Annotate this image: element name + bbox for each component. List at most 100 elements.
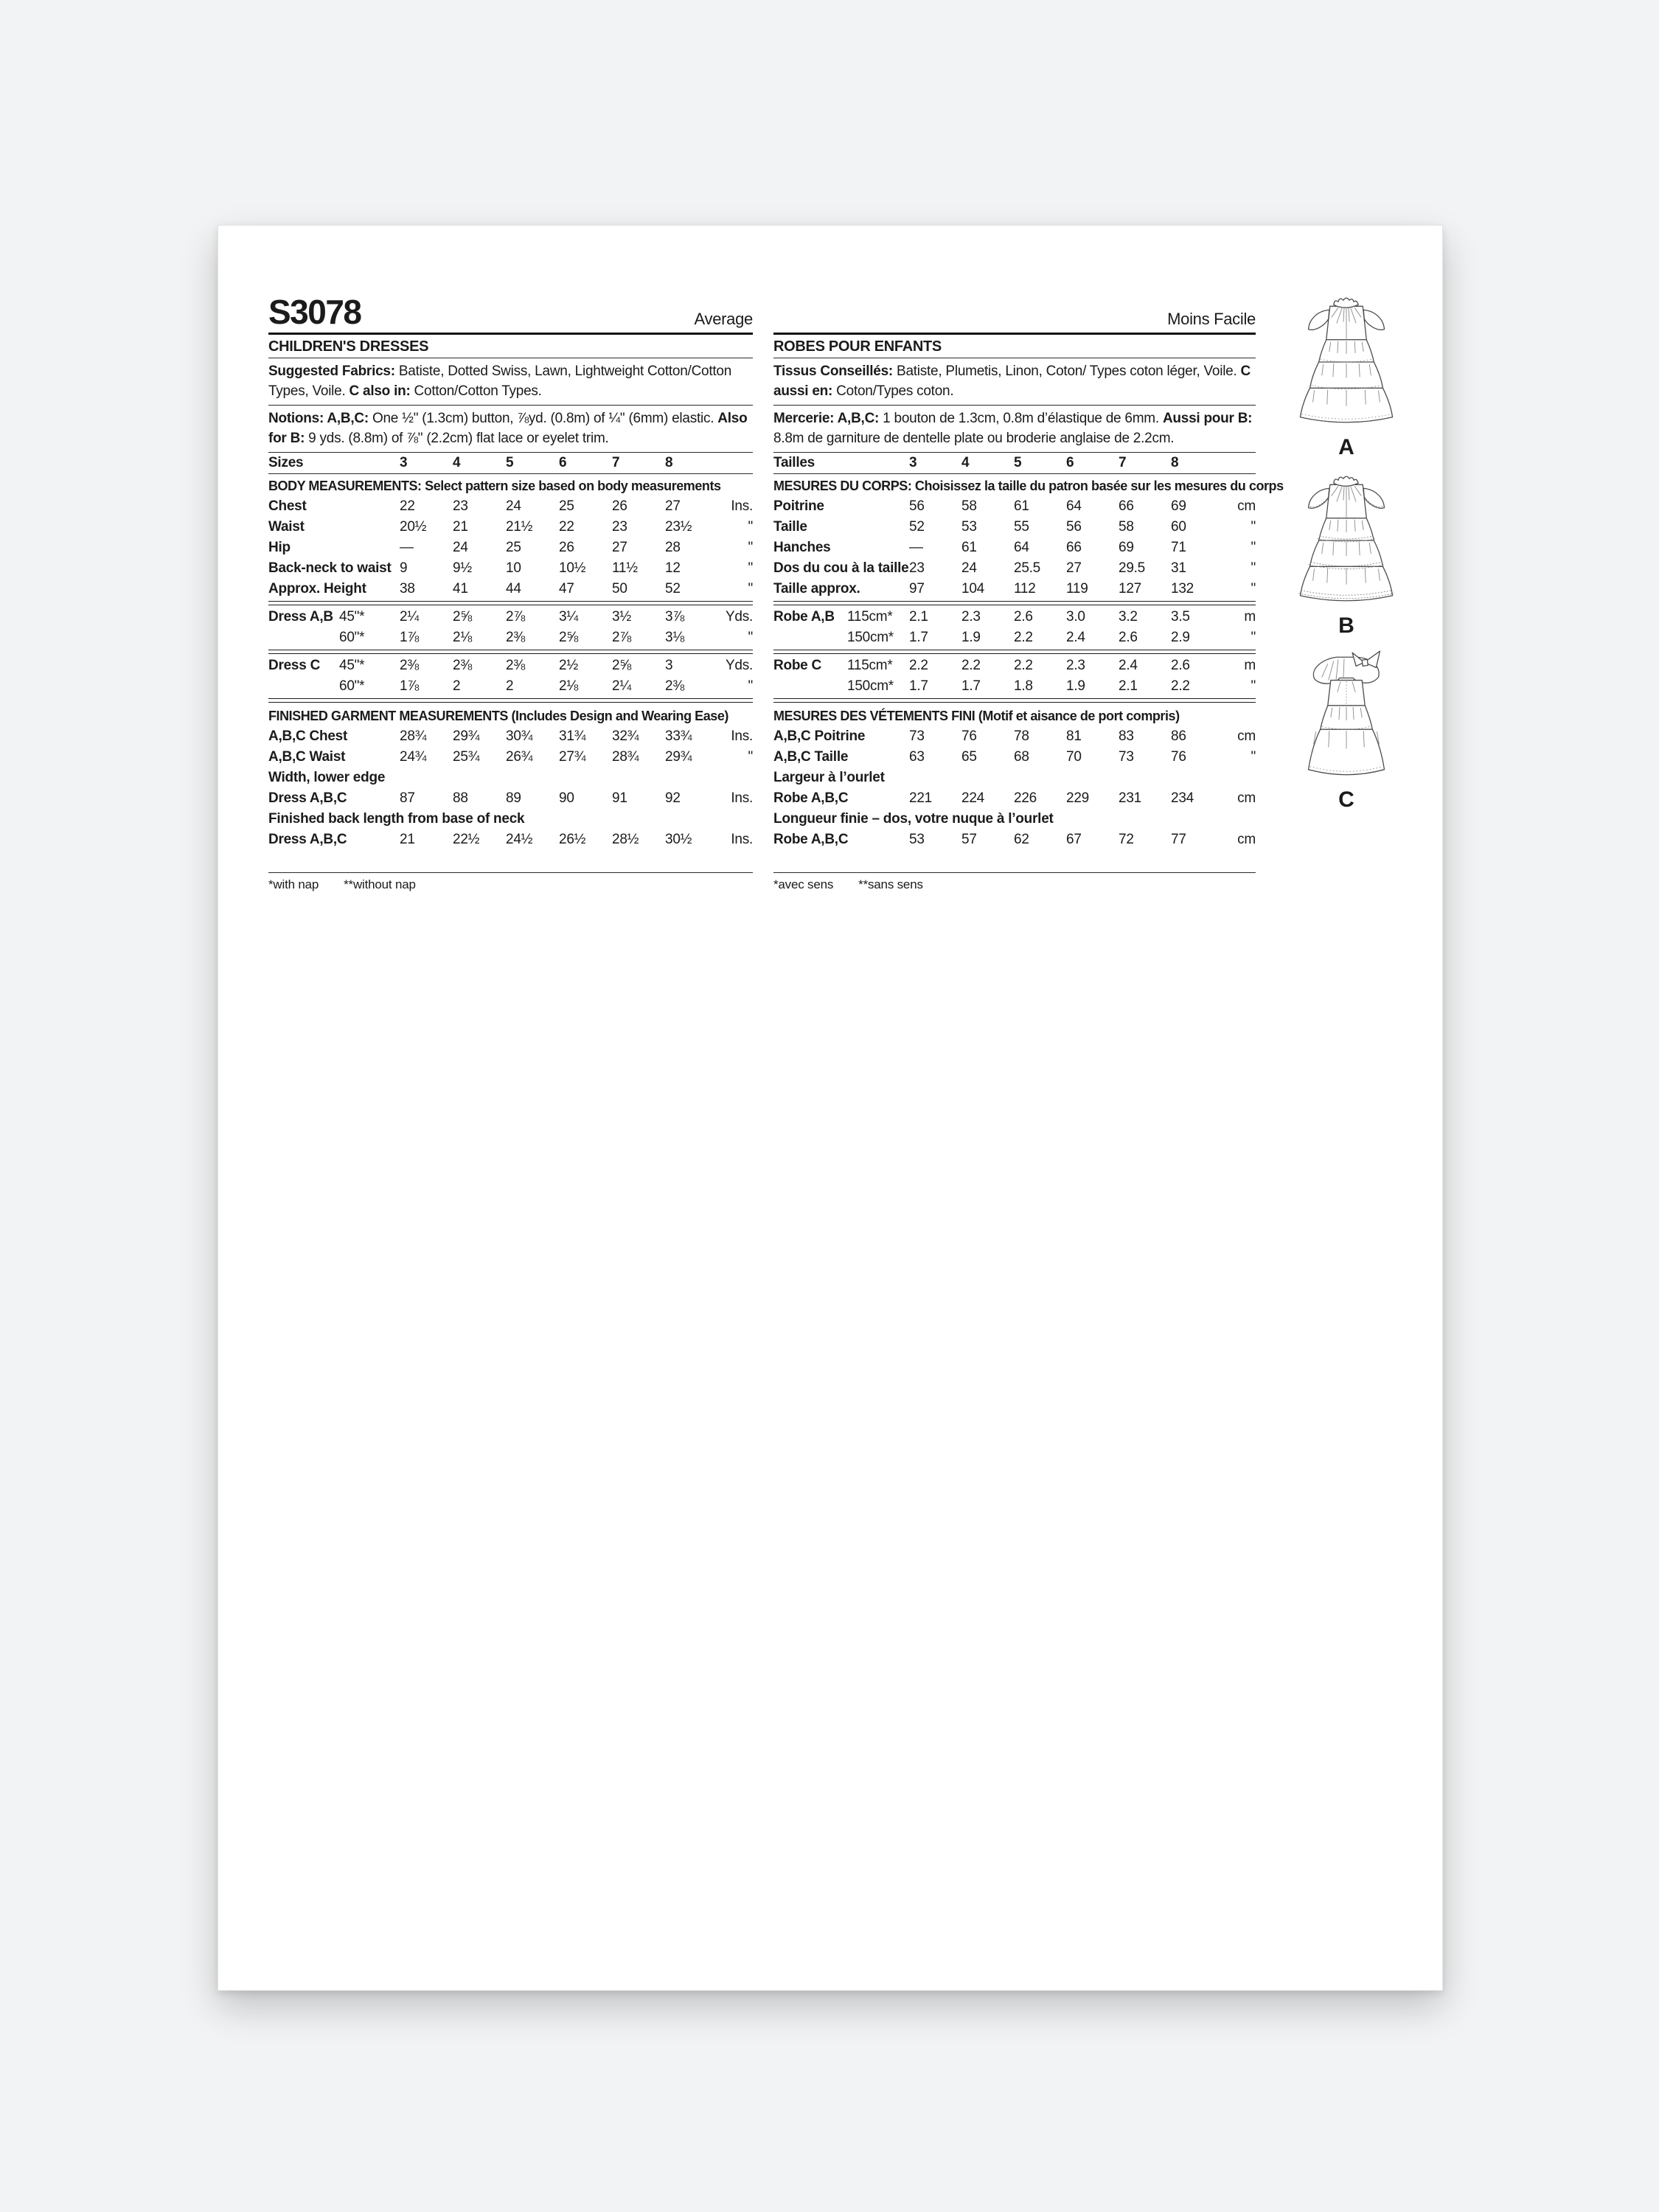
cell-value: 2⅝ <box>559 630 578 645</box>
table-row: A,B,C Waist 24¾ 25¾ 26¾ 27¾ 28¾ 29¾ " <box>268 747 753 768</box>
cell-value: 55 <box>1014 519 1029 535</box>
cell-value: 26 <box>559 540 574 555</box>
cell-unit: Yds. <box>725 658 753 673</box>
cell-value: 3¼ <box>559 609 578 625</box>
cell-value: 24¾ <box>400 749 427 765</box>
cell-value: 2.6 <box>1119 630 1138 645</box>
cell-value: 2.1 <box>1119 678 1138 694</box>
table-row: Waist 20½ 21 21½ 22 23 23½ " <box>268 517 753 538</box>
cell-value: 9 <box>400 560 408 576</box>
table-row: 150cm* 1.7 1.7 1.8 1.9 2.1 2.2 " <box>773 676 1256 697</box>
cell-label: Robe A,B,C <box>773 832 849 847</box>
cell-unit: Ins. <box>731 790 753 806</box>
cell-label: Waist <box>268 519 305 535</box>
cell-value: 23½ <box>665 519 692 535</box>
cell-value: 86 <box>1171 728 1186 744</box>
table-row: Taille 52 53 55 56 58 60 " <box>773 517 1256 538</box>
footnote-sans-sens: **sans sens <box>858 877 923 891</box>
width-lower-edge-label-fr: Largeur à l’ourlet <box>773 770 885 785</box>
cell-value: 29¾ <box>665 749 692 765</box>
cell-value: 2.3 <box>1066 658 1085 673</box>
cell-value: 2⅞ <box>612 630 631 645</box>
table-row: Dress A,B,C 21 22½ 24½ 26½ 28½ 30½ Ins. <box>268 830 753 850</box>
cell-unit: Ins. <box>731 728 753 744</box>
cell-value: — <box>909 540 923 555</box>
cell-unit: " <box>1251 630 1256 645</box>
divider <box>773 872 1256 873</box>
pattern-number: S3078 <box>268 293 362 332</box>
table-row: Back-neck to waist 9 9½ 10 10½ 11½ 12 " <box>268 558 753 579</box>
divider <box>268 452 753 453</box>
cell-value: 58 <box>1119 519 1134 535</box>
garment-title-en: CHILDREN'S DRESSES <box>268 338 429 355</box>
divider <box>268 601 753 605</box>
cell-label: Poitrine <box>773 498 824 514</box>
cell-value: 90 <box>559 790 574 806</box>
cell-value: 2.3 <box>961 609 981 625</box>
cell-value: 2.2 <box>1014 658 1033 673</box>
finished-measurements-header-fr: MESURES DES VÉTEMENTS FINI (Motif et ais… <box>773 709 1180 723</box>
cell-value: 33¾ <box>665 728 692 744</box>
cell-value: 20½ <box>400 519 427 535</box>
cell-value: 127 <box>1119 581 1141 597</box>
cell-label: Robe C <box>773 658 821 673</box>
size-value: 6 <box>1066 455 1074 470</box>
cell-value: 10 <box>506 560 521 576</box>
english-column: S3078 Average CHILDREN'S DRESSES Suggest… <box>268 289 753 892</box>
cell-value: 2.2 <box>1014 630 1033 645</box>
cell-value: 24 <box>961 560 977 576</box>
difficulty-rating-fr: Moins Facile <box>1167 310 1256 328</box>
cell-label: Chest <box>268 498 307 514</box>
suggested-fabrics-text: Suggested Fabrics: Batiste, Dotted Swiss… <box>268 364 732 399</box>
cell-value: 29.5 <box>1119 560 1145 576</box>
cell-unit: cm <box>1237 498 1256 514</box>
cell-label: Hip <box>268 540 291 555</box>
cell-value: 27 <box>1066 560 1082 576</box>
cell-value: 2.1 <box>909 609 928 625</box>
cell-value: 112 <box>1014 581 1036 597</box>
cell-label: A,B,C Chest <box>268 728 348 744</box>
cell-unit: m <box>1244 658 1256 673</box>
divider <box>268 698 753 703</box>
view-label-a: A <box>1338 435 1354 459</box>
cell-fabric-width: 45"* <box>339 609 365 625</box>
table-row: 60"* 1⅞ 2⅛ 2⅜ 2⅝ 2⅞ 3⅛ " <box>268 627 753 648</box>
size-value: 7 <box>1119 455 1127 470</box>
cell-fabric-width: 60"* <box>339 630 365 645</box>
cell-value: — <box>400 540 414 555</box>
cell-value: 3⅛ <box>665 630 684 645</box>
cell-value: 92 <box>665 790 681 806</box>
size-value: 4 <box>961 455 970 470</box>
cell-value: 2.6 <box>1014 609 1033 625</box>
cell-value: 1⅞ <box>400 678 419 694</box>
divider <box>773 698 1256 703</box>
divider <box>773 650 1256 654</box>
sizes-label-fr: Tailles <box>773 455 815 470</box>
cell-unit: " <box>748 749 754 765</box>
size-value: 3 <box>909 455 917 470</box>
cell-value: 26½ <box>559 832 586 847</box>
cell-value: 132 <box>1171 581 1194 597</box>
cell-value: 23 <box>612 519 627 535</box>
difficulty-rating-en: Average <box>694 310 754 328</box>
view-c-figure: C <box>1268 647 1425 813</box>
cell-value: 2.6 <box>1171 658 1190 673</box>
cell-value: 2.4 <box>1066 630 1085 645</box>
footnote-block-en: *with nap **without nap <box>268 872 753 892</box>
cell-unit: cm <box>1237 832 1256 847</box>
size-value: 8 <box>665 455 673 470</box>
cell-value: 224 <box>961 790 984 806</box>
cell-value: 76 <box>961 728 977 744</box>
cell-value: 23 <box>453 498 468 514</box>
cell-value: 21 <box>400 832 415 847</box>
tissus-conseilles-text: Tissus Conseillés: Batiste, Plumetis, Li… <box>773 364 1251 399</box>
cell-value: 2.4 <box>1119 658 1138 673</box>
cell-label: Robe A,B <box>773 609 835 625</box>
cell-unit: cm <box>1237 728 1256 744</box>
cell-value: 53 <box>961 519 977 535</box>
cell-value: 3.2 <box>1119 609 1138 625</box>
cell-value: 221 <box>909 790 932 806</box>
size-value: 7 <box>612 455 620 470</box>
cell-label: Dress A,B <box>268 609 333 625</box>
cell-value: 77 <box>1171 832 1186 847</box>
